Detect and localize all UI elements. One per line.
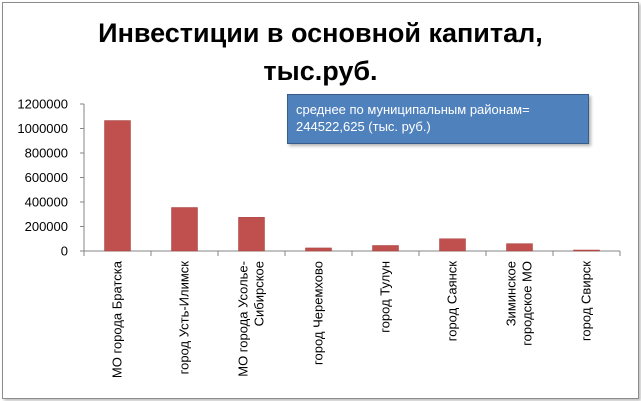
bar: [372, 245, 399, 252]
annotation-line-1: среднее по муниципальным районам=: [296, 102, 530, 117]
y-tick-label: 800000: [25, 146, 68, 161]
category-label: МО города Усолье-: [236, 261, 251, 377]
annotation-line-2: 244522,625 (тыс. руб.): [296, 119, 431, 134]
average-annotation: среднее по муниципальным районам= 244522…: [287, 94, 589, 144]
bar: [104, 120, 131, 252]
y-tick-label: 1200000: [17, 97, 68, 112]
category-label: город Тулун: [378, 261, 393, 333]
bar: [573, 249, 600, 252]
y-tick-label: 200000: [25, 219, 68, 234]
category-label: МО города Братска: [110, 260, 125, 378]
y-tick-label: 1000000: [17, 121, 68, 136]
bar: [439, 238, 466, 252]
category-label: городское МО: [520, 261, 535, 346]
bar: [171, 207, 198, 252]
bar: [305, 247, 332, 252]
category-label: Сибирское: [252, 261, 267, 326]
bar: [238, 217, 265, 252]
category-label: город Усть-Илимск: [177, 261, 192, 375]
category-label: город Саянск: [445, 261, 460, 342]
y-tick-label: 400000: [25, 195, 68, 210]
y-tick-label: 600000: [25, 170, 68, 185]
category-label: город Свирск: [579, 261, 594, 341]
bar: [506, 243, 533, 252]
category-label: город Черемхово: [311, 261, 326, 365]
y-tick-label: 0: [61, 244, 68, 259]
category-label: Зиминское: [504, 261, 519, 326]
chart-title: Инвестиции в основной капитал, тыс.руб.: [98, 18, 543, 86]
